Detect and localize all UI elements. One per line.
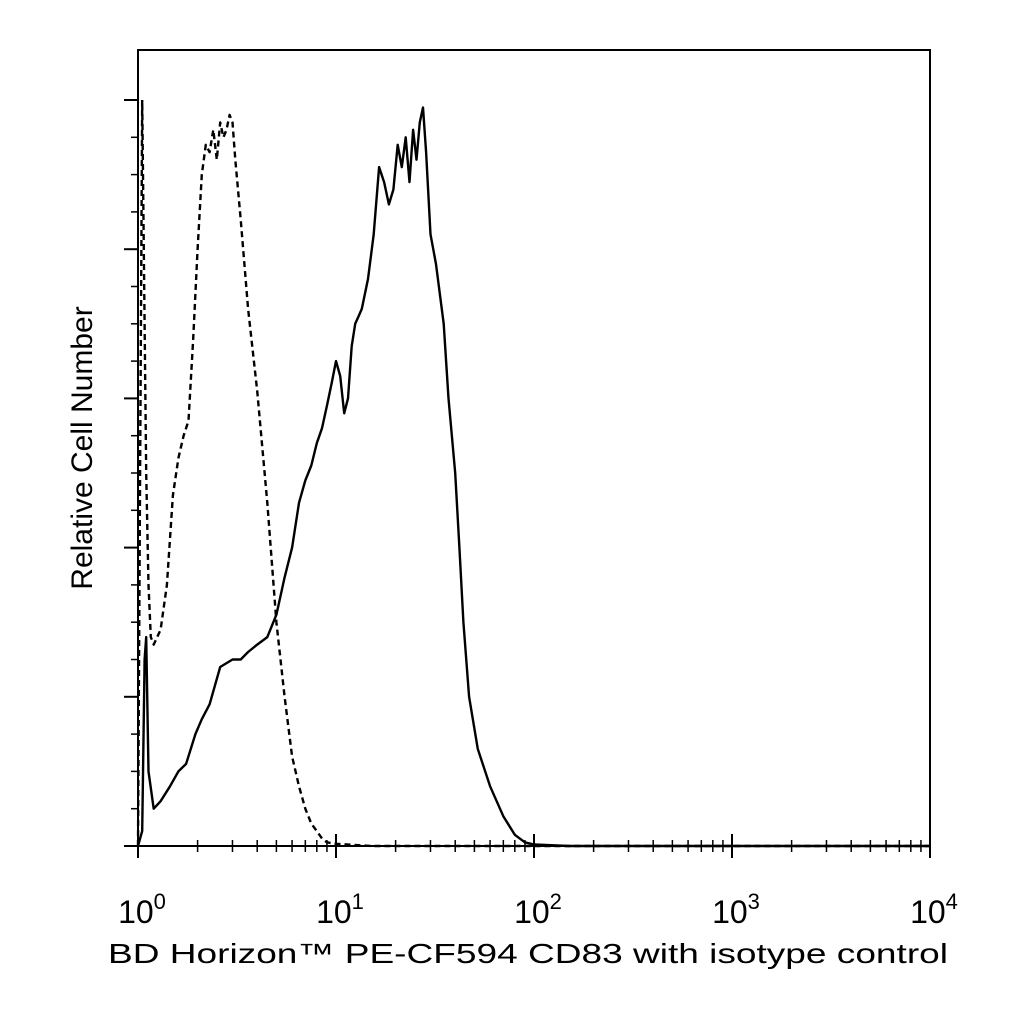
x-tick-label-exponent: 0 <box>154 889 166 914</box>
x-tick-label-base: 10 <box>712 894 748 930</box>
x-tick-labels: 100 101 102 103 104 <box>118 889 958 930</box>
x-tick-label-base: 10 <box>910 894 946 930</box>
isotype-control-curve <box>136 98 930 848</box>
x-axis-label: BD Horizon™ PE-CF594 CD83 with isotype c… <box>108 938 948 969</box>
cd83-stained-curve <box>136 106 930 848</box>
x-tick-label-exponent: 3 <box>748 889 760 914</box>
series-layer <box>136 98 930 848</box>
tick-layer <box>124 99 931 858</box>
x-tick-label: 104 <box>910 889 958 930</box>
x-tick-label: 100 <box>118 889 166 930</box>
x-tick-label: 101 <box>316 889 364 930</box>
x-tick-label-exponent: 2 <box>550 889 562 914</box>
x-tick-label-base: 10 <box>118 894 154 930</box>
x-tick-label-base: 10 <box>316 894 352 930</box>
x-tick-label-base: 10 <box>514 894 550 930</box>
x-tick-label: 102 <box>514 889 562 930</box>
y-axis-label: Relative Cell Number <box>66 306 99 589</box>
x-tick-label: 103 <box>712 889 760 930</box>
x-tick-label-exponent: 1 <box>352 889 364 914</box>
x-tick-label-exponent: 4 <box>946 889 958 914</box>
